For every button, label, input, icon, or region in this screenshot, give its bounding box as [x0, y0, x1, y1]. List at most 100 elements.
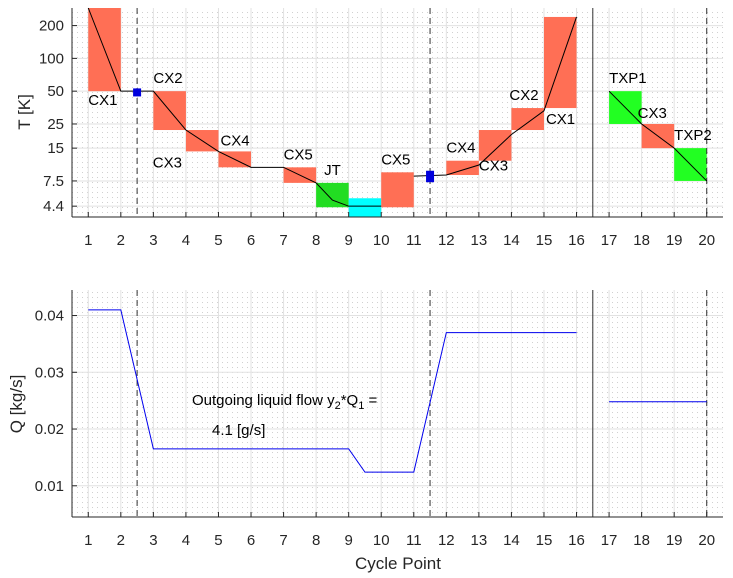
annotation-sub-b: 1: [358, 400, 364, 412]
annotation-text-a: Outgoing liquid flow y: [192, 392, 335, 409]
temperature-box: [348, 198, 382, 217]
temperature-box-label: CX5: [284, 146, 313, 163]
temperature-x-ticks: 1 2 3 4 5 6 7 8 9 10 11 12 13 14 15 16 17 18 19 20: [84, 212, 715, 249]
temperature-x-tick-label: 17: [601, 232, 618, 249]
flow-x-tick-label: 15: [536, 532, 553, 549]
flow-panel: 1 2 3 4 5 6 7 8 9 10 11 12 13 14 15 16 17 18 19 20 0.010.02…: [7, 290, 723, 573]
temperature-y-tick-label: 25: [47, 116, 64, 133]
temperature-x-tick-label: 18: [633, 232, 650, 249]
flow-x-ticks: 1 2 3 4 5 6 7 8 9 10 11 12 13 14 15 16 17 18 19 20: [84, 512, 715, 549]
temperature-series-line: [87, 7, 382, 207]
annotation-sub-a: 2: [335, 400, 341, 412]
temperature-y-tick-label: 100: [39, 50, 64, 67]
temperature-box-label: CX2: [509, 87, 538, 104]
temperature-box: [381, 172, 414, 208]
flow-x-tick-label: 7: [279, 532, 287, 549]
flow-x-tick-label: 11: [406, 532, 422, 549]
flow-y-tick-label: 0.02: [35, 421, 64, 438]
temperature-box-label: CX4: [220, 132, 249, 149]
temperature-x-tick-label: 14: [503, 232, 520, 249]
temperature-y-ticks: 4.4 7.5 15 25 50 100 200: [39, 18, 77, 215]
temperature-box: [478, 130, 512, 161]
flow-x-tick-label: 10: [373, 532, 390, 549]
temperature-box-label: CX1: [88, 92, 117, 109]
temperature-x-tick-label: 16: [568, 232, 585, 249]
temperature-box-label: CX3: [153, 154, 182, 171]
flow-y-tick-label: 0.01: [35, 478, 64, 495]
flow-x-tick-label: 17: [601, 532, 618, 549]
temperature-x-tick-label: 15: [536, 232, 553, 249]
temperature-marker: [426, 170, 435, 183]
flow-grid: [72, 290, 723, 517]
flow-y-ticks: 0.01 0.02 0.03 0.04: [35, 308, 77, 495]
flow-series-line: [88, 309, 577, 473]
temperature-x-tick-label: 12: [438, 232, 455, 249]
temperature-box-label: CX2: [153, 70, 182, 87]
flow-x-tick-label: 18: [633, 532, 650, 549]
flow-minor-grid: [72, 290, 723, 517]
flow-annotation-line2: 4.1 [g/s]: [212, 422, 265, 439]
temperature-y-tick-label: 50: [47, 83, 64, 100]
temperature-x-tick-label: 4: [182, 232, 190, 249]
temperature-marker: [133, 88, 142, 97]
temperature-x-tick-label: 1: [84, 232, 92, 249]
temperature-box-label: TXP1: [609, 70, 647, 87]
temperature-box: [446, 160, 479, 176]
flow-x-tick-label: 5: [214, 532, 222, 549]
temperature-box-label: TXP2: [674, 127, 712, 144]
temperature-y-tick-label: 200: [39, 18, 64, 35]
temperature-y-tick-label: 15: [47, 140, 64, 157]
temperature-panel: CX1CX2CX3CX4CX5JTCX5CX4CX3CX2CX1TXP1CX3T…: [15, 7, 723, 249]
flow-x-tick-label: 2: [117, 532, 125, 549]
temperature-x-tick-label: 10: [373, 232, 390, 249]
temperature-series-line: [608, 90, 708, 182]
temperature-x-tick-label: 20: [698, 232, 715, 249]
flow-lines: [88, 309, 707, 473]
temperature-box-label: JT: [324, 162, 341, 179]
temperature-x-tick-label: 8: [312, 232, 320, 249]
temperature-y-tick-label: 4.4: [43, 198, 64, 215]
flow-x-tick-label: 20: [698, 532, 715, 549]
flow-x-label: Cycle Point: [355, 554, 441, 573]
temperature-x-tick-label: 19: [666, 232, 683, 249]
temperature-x-tick-label: 9: [345, 232, 353, 249]
temperature-x-tick-label: 7: [279, 232, 287, 249]
temperature-x-tick-label: 5: [214, 232, 222, 249]
flow-x-tick-label: 13: [471, 532, 488, 549]
flow-annotation-line1: Outgoing liquid flow y2*Q1 =: [192, 392, 378, 412]
flow-x-tick-label: 12: [438, 532, 455, 549]
temperature-box: [316, 182, 349, 208]
temperature-box-label: CX5: [381, 151, 410, 168]
temperature-box-label: CX4: [446, 140, 475, 157]
flow-x-tick-label: 9: [345, 532, 353, 549]
flow-x-tick-label: 3: [149, 532, 157, 549]
flow-x-tick-label: 16: [568, 532, 585, 549]
temperature-x-tick-label: 11: [406, 232, 422, 249]
flow-y-label: Q [kg/s]: [7, 375, 26, 434]
temperature-box: [511, 108, 544, 131]
annotation-text-b: *Q: [341, 392, 359, 409]
flow-y-tick-label: 0.03: [35, 364, 64, 381]
temperature-x-tick-label: 2: [117, 232, 125, 249]
flow-x-tick-label: 6: [247, 532, 255, 549]
temperature-series-line: [413, 16, 577, 177]
temperature-y-tick-label: 7.5: [43, 173, 64, 190]
temperature-box-label: CX1: [546, 111, 575, 128]
flow-x-tick-label: 14: [503, 532, 520, 549]
temperature-x-tick-label: 6: [247, 232, 255, 249]
temperature-box-labels: CX1CX2CX3CX4CX5JTCX5CX4CX3CX2CX1TXP1CX3T…: [88, 70, 711, 179]
flow-x-tick-label: 8: [312, 532, 320, 549]
temperature-box-label: CX3: [638, 105, 667, 122]
temperature-x-tick-label: 13: [471, 232, 488, 249]
flow-x-tick-label: 4: [182, 532, 190, 549]
flow-x-tick-label: 19: [666, 532, 683, 549]
temperature-x-tick-label: 3: [149, 232, 157, 249]
temperature-markers: [133, 88, 435, 183]
flow-y-tick-label: 0.04: [35, 308, 64, 325]
temperature-lines: [87, 7, 708, 207]
temperature-box-label: CX3: [479, 158, 508, 175]
annotation-text-c: =: [364, 392, 377, 409]
flow-x-tick-label: 1: [84, 532, 92, 549]
temperature-y-label: T [K]: [15, 94, 34, 130]
